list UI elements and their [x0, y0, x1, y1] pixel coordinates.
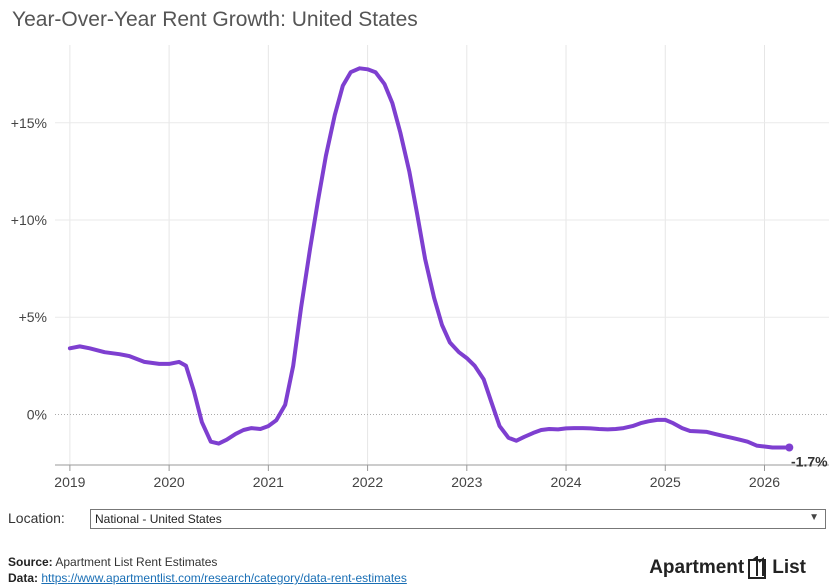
- axis-labels: 2019 2020 2021 2022 2023 2024 2025 2026 0% +5% +10…: [11, 115, 829, 490]
- x-tick-label: 2024: [550, 474, 581, 490]
- line-chart: 2019 2020 2021 2022 2023 2024 2025 2026 0% +5% +10…: [11, 45, 829, 490]
- y-tick-label: 0%: [27, 406, 47, 422]
- chevron-down-icon: ▼: [809, 512, 819, 523]
- x-tick-label: 2023: [451, 474, 482, 490]
- series-line: [67, 66, 792, 450]
- end-value-label: -1.7%: [791, 454, 828, 470]
- y-tick-label: +15%: [11, 115, 47, 131]
- x-tick-label: 2026: [749, 474, 780, 490]
- grid: [55, 45, 829, 465]
- data-label: Data:: [8, 571, 39, 585]
- series-layer: -1.7%: [67, 66, 828, 470]
- source-label: Source:: [8, 555, 53, 569]
- location-label: Location:: [8, 510, 65, 526]
- location-select[interactable]: National - United States ▼: [90, 509, 826, 529]
- end-point: [785, 443, 794, 452]
- logo-text-left: Apartment: [649, 557, 745, 578]
- x-tick-label: 2022: [352, 474, 383, 490]
- chart-title: Year-Over-Year Rent Growth: United State…: [12, 8, 418, 31]
- data-link[interactable]: https://www.apartmentlist.com/research/c…: [41, 571, 407, 585]
- logo-mark-icon: [748, 556, 767, 579]
- y-tick-label: +5%: [19, 309, 47, 325]
- x-tick-label: 2020: [154, 474, 185, 490]
- y-tick-label: +10%: [11, 212, 47, 228]
- x-tick-label: 2019: [54, 474, 85, 490]
- source-text: Apartment List Rent Estimates: [55, 555, 218, 569]
- apartment-list-logo[interactable]: Apartment List: [649, 556, 806, 580]
- x-tick-label: 2025: [650, 474, 681, 490]
- logo-text-right: List: [772, 557, 806, 578]
- x-tick-label: 2021: [253, 474, 284, 490]
- footer: Source: Apartment List Rent Estimates Da…: [8, 554, 407, 586]
- location-selected-value: National - United States: [95, 512, 222, 526]
